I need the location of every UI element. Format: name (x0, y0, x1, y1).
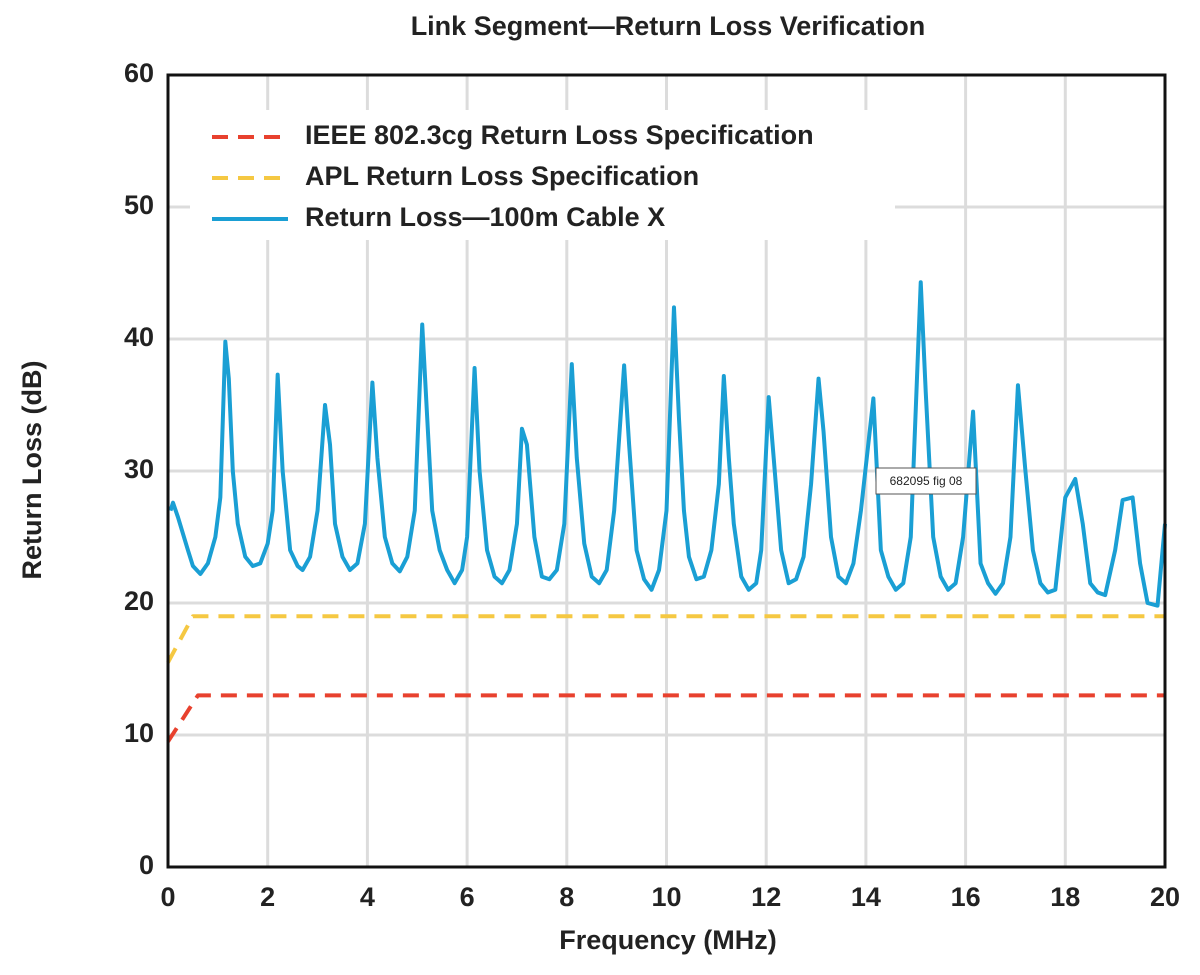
x-tick-label: 18 (1050, 882, 1080, 912)
series-line (166, 614, 1165, 664)
x-tick-label: 2 (260, 882, 275, 912)
x-tick-label: 20 (1150, 882, 1180, 912)
x-tick-label: 12 (751, 882, 781, 912)
x-axis-label: Frequency (MHz) (559, 925, 777, 955)
y-tick-label: 0 (139, 850, 154, 880)
y-tick-label: 10 (124, 718, 154, 748)
x-tick-label: 8 (559, 882, 574, 912)
legend-label: APL Return Loss Specification (305, 161, 699, 191)
y-tick-label: 30 (124, 454, 154, 484)
annotation: 682095 fig 08 (890, 474, 963, 488)
legend-box (190, 110, 895, 240)
y-tick-label: 40 (124, 322, 154, 352)
y-tick-label: 50 (124, 190, 154, 220)
y-axis-label: Return Loss (dB) (17, 361, 47, 580)
x-tick-label: 0 (160, 882, 175, 912)
plot-border (166, 73, 1167, 869)
legend-label: IEEE 802.3cg Return Loss Specification (305, 120, 814, 150)
y-tick-label: 60 (124, 58, 154, 88)
x-tick-label: 4 (360, 882, 375, 912)
annotation-box (875, 467, 977, 495)
series-line (166, 693, 1165, 743)
x-tick-label: 16 (951, 882, 981, 912)
chart-title: Link Segment—Return Loss Verification (411, 11, 926, 41)
y-tick-label: 20 (124, 586, 154, 616)
x-tick-label: 10 (651, 882, 681, 912)
series-line (168, 280, 1167, 608)
x-tick-label: 14 (851, 882, 881, 912)
x-tick-label: 6 (460, 882, 475, 912)
legend-label: Return Loss—100m Cable X (305, 202, 665, 232)
